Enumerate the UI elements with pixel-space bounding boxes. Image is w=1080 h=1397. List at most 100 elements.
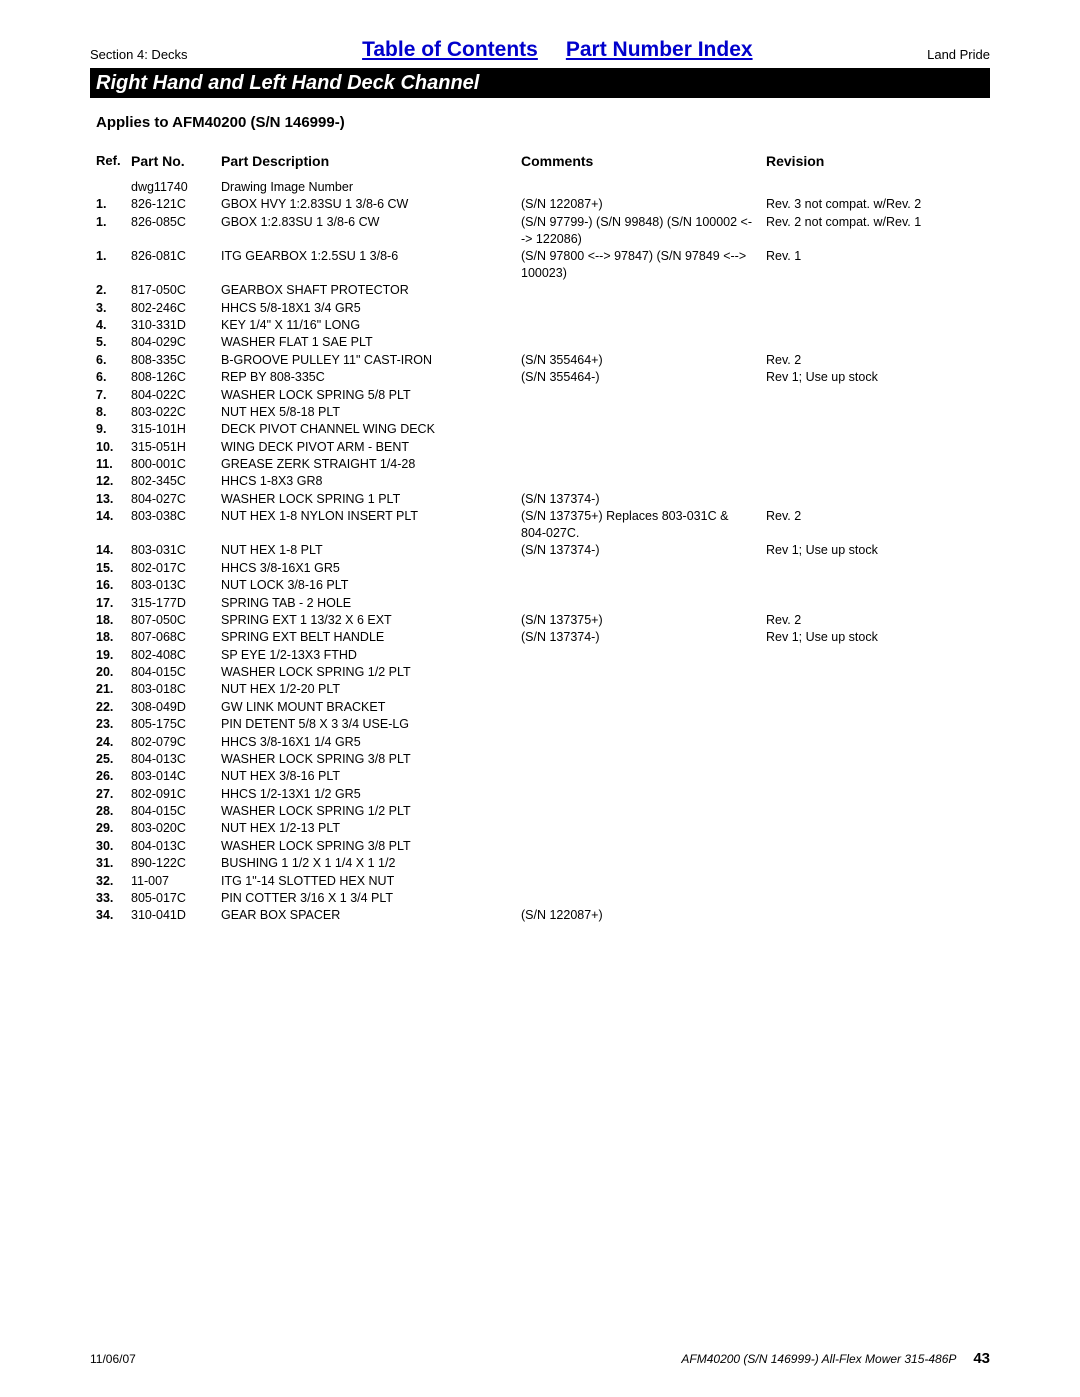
- ref-cell: 1.: [96, 214, 131, 248]
- comm-cell: [521, 334, 766, 351]
- table-row: 6.808-126CREP BY 808-335C(S/N 355464-)Re…: [96, 369, 990, 386]
- desc-cell: NUT HEX 5/8-18 PLT: [221, 404, 521, 421]
- comm-cell: [521, 890, 766, 907]
- comm-cell: (S/N 97799-) (S/N 99848) (S/N 100002 <--…: [521, 214, 766, 248]
- desc-cell: GREASE ZERK STRAIGHT 1/4-28: [221, 456, 521, 473]
- table-row: 15.802-017CHHCS 3/8-16X1 GR5: [96, 560, 990, 577]
- table-row: 28.804-015CWASHER LOCK SPRING 1/2 PLT: [96, 803, 990, 820]
- ref-cell: 33.: [96, 890, 131, 907]
- table-row: 13.804-027CWASHER LOCK SPRING 1 PLT(S/N …: [96, 491, 990, 508]
- comm-cell: [521, 786, 766, 803]
- comm-cell: [521, 681, 766, 698]
- col-part-header: Part No.: [131, 153, 221, 169]
- part-cell: 802-246C: [131, 300, 221, 317]
- ref-cell: 16.: [96, 577, 131, 594]
- desc-cell: ITG GEARBOX 1:2.5SU 1 3/8-6: [221, 248, 521, 282]
- ref-cell: 20.: [96, 664, 131, 681]
- rev-cell: [766, 716, 990, 733]
- rev-cell: [766, 179, 990, 196]
- comm-cell: [521, 768, 766, 785]
- desc-cell: HHCS 1-8X3 GR8: [221, 473, 521, 490]
- comm-cell: (S/N 122087+): [521, 196, 766, 213]
- ref-cell: 17.: [96, 595, 131, 612]
- desc-cell: SPRING EXT BELT HANDLE: [221, 629, 521, 646]
- rev-cell: [766, 473, 990, 490]
- part-cell: 805-017C: [131, 890, 221, 907]
- desc-cell: DECK PIVOT CHANNEL WING DECK: [221, 421, 521, 438]
- ref-cell: 6.: [96, 369, 131, 386]
- comm-cell: (S/N 122087+): [521, 907, 766, 924]
- table-row: 25.804-013CWASHER LOCK SPRING 3/8 PLT: [96, 751, 990, 768]
- table-row: 1.826-085CGBOX 1:2.83SU 1 3/8-6 CW(S/N 9…: [96, 214, 990, 248]
- rev-cell: [766, 890, 990, 907]
- ref-cell: 18.: [96, 612, 131, 629]
- comm-cell: (S/N 97800 <--> 97847) (S/N 97849 <--> 1…: [521, 248, 766, 282]
- desc-cell: WASHER LOCK SPRING 5/8 PLT: [221, 387, 521, 404]
- desc-cell: SPRING EXT 1 13/32 X 6 EXT: [221, 612, 521, 629]
- table-row: 17.315-177DSPRING TAB - 2 HOLE: [96, 595, 990, 612]
- rev-cell: [766, 387, 990, 404]
- table-row: 14.803-031CNUT HEX 1-8 PLT(S/N 137374-)R…: [96, 542, 990, 559]
- ref-cell: 10.: [96, 439, 131, 456]
- part-cell: 808-335C: [131, 352, 221, 369]
- rev-cell: [766, 751, 990, 768]
- desc-cell: NUT HEX 3/8-16 PLT: [221, 768, 521, 785]
- part-cell: 826-081C: [131, 248, 221, 282]
- part-cell: 804-015C: [131, 803, 221, 820]
- part-cell: 310-041D: [131, 907, 221, 924]
- ref-cell: [96, 179, 131, 196]
- comm-cell: [521, 282, 766, 299]
- part-cell: 803-038C: [131, 508, 221, 542]
- table-row: 12.802-345CHHCS 1-8X3 GR8: [96, 473, 990, 490]
- desc-cell: PIN DETENT 5/8 X 3 3/4 USE-LG: [221, 716, 521, 733]
- toc-link[interactable]: Table of Contents: [362, 38, 538, 62]
- rev-cell: [766, 873, 990, 890]
- desc-cell: NUT HEX 1/2-13 PLT: [221, 820, 521, 837]
- comm-cell: (S/N 137375+) Replaces 803-031C & 804-02…: [521, 508, 766, 542]
- comm-cell: [521, 421, 766, 438]
- rev-cell: Rev. 2: [766, 508, 990, 542]
- rev-cell: [766, 421, 990, 438]
- desc-cell: GW LINK MOUNT BRACKET: [221, 699, 521, 716]
- desc-cell: WASHER FLAT 1 SAE PLT: [221, 334, 521, 351]
- table-row: 5.804-029CWASHER FLAT 1 SAE PLT: [96, 334, 990, 351]
- desc-cell: HHCS 3/8-16X1 GR5: [221, 560, 521, 577]
- comm-cell: [521, 560, 766, 577]
- desc-cell: PIN COTTER 3/16 X 1 3/4 PLT: [221, 890, 521, 907]
- part-cell: 803-022C: [131, 404, 221, 421]
- ref-cell: 31.: [96, 855, 131, 872]
- rev-cell: [766, 647, 990, 664]
- comm-cell: (S/N 137374-): [521, 542, 766, 559]
- desc-cell: WASHER LOCK SPRING 3/8 PLT: [221, 838, 521, 855]
- ref-cell: 29.: [96, 820, 131, 837]
- ref-cell: 27.: [96, 786, 131, 803]
- part-cell: 802-017C: [131, 560, 221, 577]
- part-cell: 803-031C: [131, 542, 221, 559]
- col-rev-header: Revision: [766, 153, 990, 169]
- section-label: Section 4: Decks: [90, 47, 188, 62]
- part-number-index-link[interactable]: Part Number Index: [566, 38, 753, 62]
- comm-cell: [521, 751, 766, 768]
- rev-cell: [766, 768, 990, 785]
- table-row: 24.802-079CHHCS 3/8-16X1 1/4 GR5: [96, 734, 990, 751]
- rev-cell: [766, 577, 990, 594]
- rev-cell: [766, 803, 990, 820]
- comm-cell: [521, 456, 766, 473]
- ref-cell: 25.: [96, 751, 131, 768]
- rev-cell: Rev. 2: [766, 352, 990, 369]
- comm-cell: [521, 838, 766, 855]
- ref-cell: 7.: [96, 387, 131, 404]
- rev-cell: Rev. 2 not compat. w/Rev. 1: [766, 214, 990, 248]
- comm-cell: [521, 647, 766, 664]
- rev-cell: [766, 820, 990, 837]
- desc-cell: B-GROOVE PULLEY 11" CAST-IRON: [221, 352, 521, 369]
- ref-cell: 12.: [96, 473, 131, 490]
- part-cell: 804-029C: [131, 334, 221, 351]
- desc-cell: Drawing Image Number: [221, 179, 521, 196]
- rev-cell: [766, 681, 990, 698]
- table-row: 2.817-050CGEARBOX SHAFT PROTECTOR: [96, 282, 990, 299]
- table-row: 11.800-001CGREASE ZERK STRAIGHT 1/4-28: [96, 456, 990, 473]
- table-row: 26.803-014CNUT HEX 3/8-16 PLT: [96, 768, 990, 785]
- part-cell: dwg11740: [131, 179, 221, 196]
- ref-cell: 23.: [96, 716, 131, 733]
